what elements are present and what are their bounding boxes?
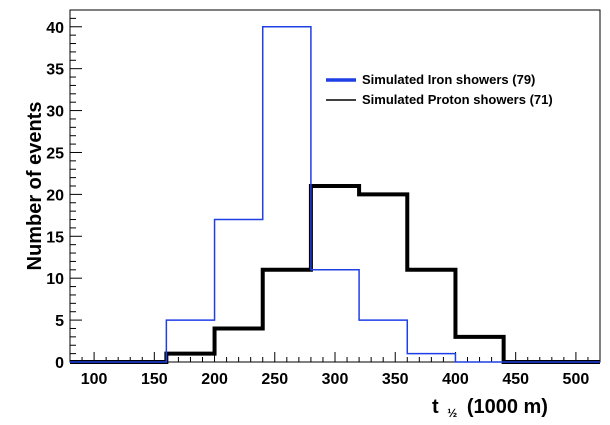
x-tick-label: 200 xyxy=(201,371,228,388)
y-tick-label: 30 xyxy=(46,104,64,121)
x-tick-label: 350 xyxy=(382,371,409,388)
y-tick-label: 0 xyxy=(55,355,64,372)
y-tick-label: 5 xyxy=(55,313,64,330)
y-tick-label: 35 xyxy=(46,62,64,79)
x-tick-label: 150 xyxy=(141,371,168,388)
x-tick-label: 250 xyxy=(261,371,288,388)
y-tick-label: 15 xyxy=(46,229,64,246)
x-tick-label: 400 xyxy=(442,371,469,388)
y-axis-title: Number of events xyxy=(24,102,46,271)
x-tick-label: 500 xyxy=(563,371,590,388)
histogram-series-0 xyxy=(70,26,600,363)
legend: Simulated Iron showers (79) Simulated Pr… xyxy=(326,72,553,107)
x-axis-title-var: t xyxy=(432,396,439,418)
legend-label-proton: Simulated Proton showers (71) xyxy=(362,92,553,107)
x-tick-label: 300 xyxy=(322,371,349,388)
x-tick-label: 100 xyxy=(81,371,108,388)
histogram-series-1 xyxy=(70,184,600,364)
x-axis-title: t ½ (1000 m) xyxy=(432,396,548,422)
y-tick-label: 40 xyxy=(46,20,64,37)
y-tick-label: 25 xyxy=(46,145,64,162)
legend-label-iron: Simulated Iron showers (79) xyxy=(362,72,535,87)
x-tick-label: 450 xyxy=(502,371,529,388)
y-tick-label: 20 xyxy=(46,187,64,204)
series-layer xyxy=(70,26,600,364)
x-axis-title-unit: (1000 m) xyxy=(467,396,548,418)
axes: 100 150 200 250 300 350 400 450 500 0 5 10 15 20 25 30 3… xyxy=(46,9,601,388)
x-axis-title-subscript: ½ xyxy=(447,406,457,420)
y-tick-label: 10 xyxy=(46,271,64,288)
